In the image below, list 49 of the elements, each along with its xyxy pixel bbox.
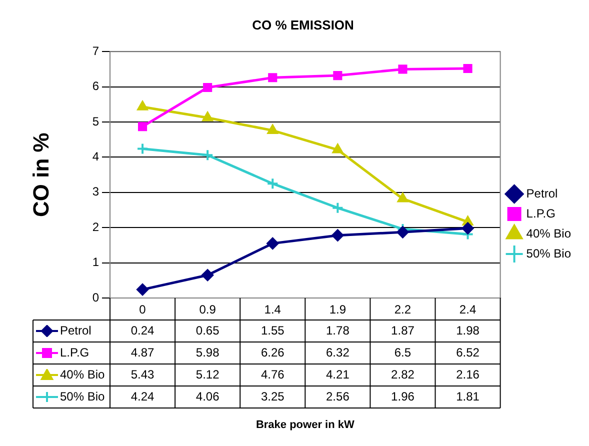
data-label: 1.78 [326,323,350,338]
text: 50% Bio [60,389,105,404]
data-label: 1.55 [260,323,285,338]
legend-label: Petrol [60,323,92,338]
text: Brake power in kW [256,419,355,432]
y-tick-label: 4 [92,150,100,164]
y-tick-label: 7 [92,44,100,58]
text: Petrol [526,186,558,200]
legend-label: 40% Bio [526,226,572,240]
data-label: 2.82 [391,367,415,382]
data-label: 5.12 [196,367,220,382]
text: L.P.G [60,345,90,360]
text: 40% Bio [60,367,105,382]
y-tick-label: 1 [92,255,100,270]
legend-label: L.P.G [526,206,556,220]
data-label: 6.52 [456,345,480,360]
data-label: 5.43 [130,367,155,382]
legend-label: 50% Bio [526,246,572,260]
data-label: 0.65 [196,323,220,338]
y-tick-label: 2 [92,220,100,234]
data-label: 6.32 [326,345,350,360]
data-label: 4.21 [326,367,350,382]
chart-title: CO % EMISSION [252,17,354,32]
data-label: 1.87 [391,323,415,338]
data-label: 1.98 [456,323,480,338]
y-tick-label: 0 [92,290,100,304]
data-label: 2.16 [456,367,480,382]
x-tick-label: 2.2 [394,302,412,317]
data-label: 5.98 [196,345,220,360]
data-label: 3.25 [260,389,285,404]
data-label: 6.5 [394,345,412,360]
x-tick-label: 1.9 [329,302,346,317]
x-tick-label: 1.4 [264,302,282,317]
data-label: 1.81 [456,389,480,404]
y-tick-label: 5 [92,114,100,128]
data-label: 4.06 [196,389,220,404]
data-label: 4.24 [130,389,155,404]
x-tick-label: 0.9 [199,302,216,317]
data-label: 0.24 [130,323,155,338]
data-label: 4.76 [260,367,285,382]
y-tick-label: 6 [92,79,100,94]
y-tick-label: 3 [92,184,100,199]
x-tick-label: 2.4 [459,302,476,317]
x-tick-label: 0 [139,302,146,317]
data-label: 2.56 [326,389,350,404]
data-label: 4.87 [130,345,155,360]
data-label: 1.96 [391,389,415,404]
y-axis-title: CO in % [28,132,54,217]
data-label: 6.26 [260,345,285,360]
